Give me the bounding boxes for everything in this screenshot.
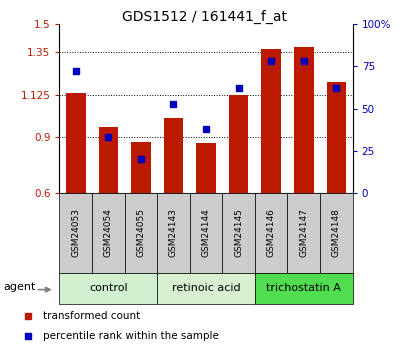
Bar: [59, 193, 92, 273]
Bar: [157, 273, 254, 304]
Text: GDS1512 / 161441_f_at: GDS1512 / 161441_f_at: [122, 10, 287, 24]
Bar: [59, 273, 157, 304]
Text: GSM24053: GSM24053: [71, 208, 80, 257]
Text: retinoic acid: retinoic acid: [171, 283, 240, 293]
Text: GSM24054: GSM24054: [103, 208, 112, 257]
Text: transformed count: transformed count: [43, 312, 140, 322]
Bar: [163, 118, 183, 193]
Bar: [261, 49, 280, 193]
Bar: [287, 193, 319, 273]
Bar: [326, 82, 345, 193]
Bar: [98, 127, 118, 193]
Text: GSM24144: GSM24144: [201, 208, 210, 257]
Bar: [254, 273, 352, 304]
Bar: [319, 193, 352, 273]
Bar: [157, 193, 189, 273]
Bar: [228, 95, 248, 193]
Bar: [222, 193, 254, 273]
Text: GSM24055: GSM24055: [136, 208, 145, 257]
Text: agent: agent: [3, 282, 35, 292]
Bar: [131, 141, 150, 193]
Bar: [66, 93, 85, 193]
Bar: [293, 47, 313, 193]
Bar: [189, 193, 222, 273]
Bar: [196, 144, 215, 193]
Text: GSM24143: GSM24143: [169, 208, 178, 257]
Bar: [254, 193, 287, 273]
Bar: [124, 193, 157, 273]
Text: percentile rank within the sample: percentile rank within the sample: [43, 331, 218, 341]
Text: GSM24146: GSM24146: [266, 208, 275, 257]
Text: control: control: [89, 283, 127, 293]
Text: trichostatin A: trichostatin A: [266, 283, 340, 293]
Bar: [92, 193, 124, 273]
Text: GSM24148: GSM24148: [331, 208, 340, 257]
Text: GSM24147: GSM24147: [299, 208, 308, 257]
Text: GSM24145: GSM24145: [234, 208, 243, 257]
